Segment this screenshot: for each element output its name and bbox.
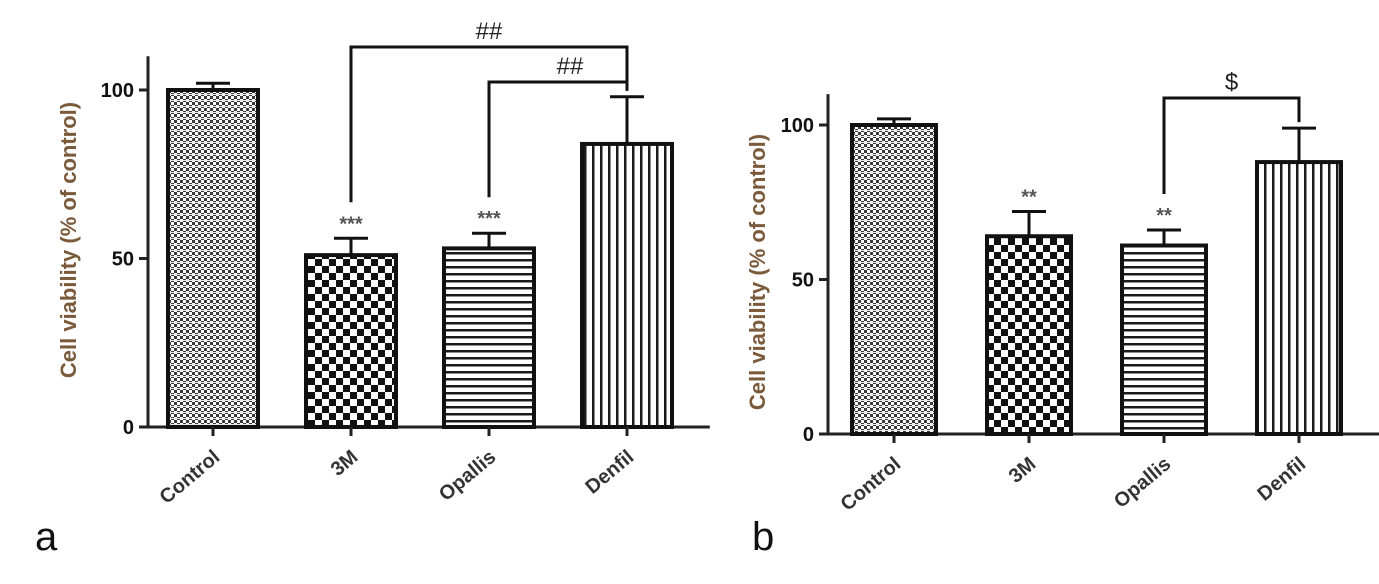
x-tick-label: Denfil: [582, 446, 639, 499]
comparison-bracket: [1162, 96, 1301, 195]
comparison-bracket: [349, 45, 629, 203]
significance-label: ***: [339, 213, 363, 235]
x-tick-label: Control: [837, 453, 906, 516]
bar-denfil: [1255, 160, 1343, 437]
comparison-bracket: [487, 80, 629, 198]
y-tick-label: 100: [101, 80, 134, 102]
panel-label: b: [752, 515, 774, 559]
x-tick-label: Opallis: [1110, 453, 1175, 513]
bar-3m: [985, 234, 1073, 436]
comparison-label: ##: [476, 18, 503, 45]
chart-panel-a: Cell viability (% of control) a 0 50 100 Co…: [35, 18, 710, 559]
comparison-label: ##: [557, 53, 584, 80]
y-tick-label: 50: [112, 249, 134, 271]
significance-label: **: [1156, 205, 1172, 227]
significance-label: ***: [477, 208, 501, 230]
panel-label: a: [35, 515, 58, 559]
y-axis-label: Cell viability (% of control): [745, 134, 770, 410]
y-tick-label: 50: [792, 270, 814, 292]
comparison-label: $: [1225, 69, 1238, 96]
y-tick-label: 0: [123, 417, 134, 439]
bar-opallis: [1120, 243, 1208, 436]
bar-control: [166, 88, 260, 429]
y-axis-label: Cell viability (% of control): [56, 102, 81, 378]
bar-opallis: [442, 246, 536, 429]
y-tick-label: 100: [781, 115, 814, 137]
x-tick-label: 3M: [1005, 453, 1040, 488]
chart-panel-b: Cell viability (% of control) b 0 50 100 Co…: [745, 69, 1379, 559]
x-tick-label: Opallis: [435, 446, 500, 506]
x-tick-label: Control: [156, 446, 225, 509]
x-tick-label: Denfil: [1254, 453, 1311, 506]
y-tick-label: 0: [803, 424, 814, 446]
bar-denfil: [580, 141, 674, 429]
bar-3m: [304, 253, 398, 429]
bar-control: [850, 123, 938, 436]
significance-label: **: [1021, 187, 1037, 209]
x-tick-label: 3M: [327, 446, 362, 481]
